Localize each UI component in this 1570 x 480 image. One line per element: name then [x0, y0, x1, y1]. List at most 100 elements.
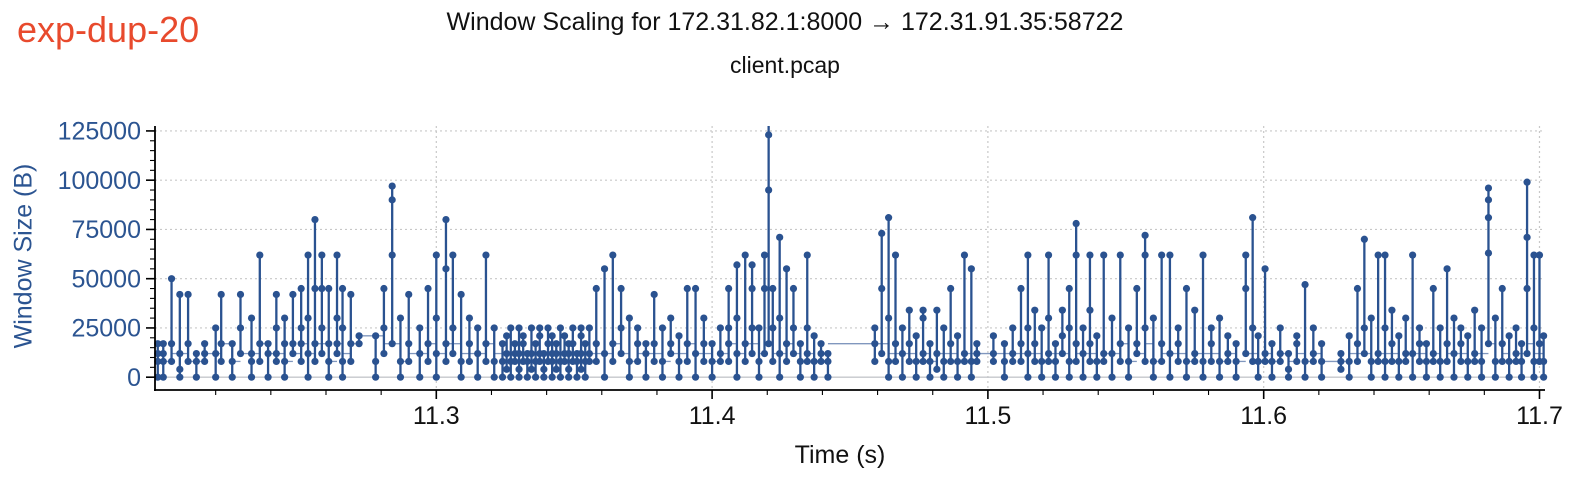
data-point [1093, 373, 1101, 381]
data-point [154, 349, 162, 358]
data-point [1498, 284, 1506, 293]
data-point [318, 349, 326, 358]
data-point [338, 357, 347, 366]
data-point [527, 324, 536, 332]
data-point [1345, 332, 1353, 340]
data-point [708, 340, 716, 348]
data-point [905, 306, 913, 314]
data-point [1024, 373, 1032, 381]
chart-title: Window Scaling for 172.31.82.1:8000 → 17… [446, 8, 1124, 36]
data-point [1450, 314, 1458, 322]
data-point [824, 357, 832, 366]
data-point [1517, 340, 1526, 348]
data-point [1477, 324, 1486, 332]
data-point [297, 284, 305, 293]
data-point [311, 284, 319, 293]
data-point [548, 332, 556, 340]
data-point [442, 340, 450, 348]
data-point [201, 357, 209, 366]
data-point [442, 215, 450, 224]
data-point [1182, 373, 1191, 381]
data-point [885, 357, 893, 366]
data-point [1345, 357, 1353, 366]
data-point [1174, 340, 1182, 348]
data-point [683, 340, 691, 348]
data-point [871, 357, 879, 366]
data-point [1402, 357, 1410, 366]
data-point [289, 349, 297, 358]
data-point [1402, 314, 1410, 322]
data-point [617, 349, 625, 358]
data-point [1199, 373, 1207, 381]
data-point [953, 373, 962, 381]
data-point [796, 340, 804, 348]
data-point [256, 340, 264, 348]
data-points [154, 131, 1548, 381]
data-point [625, 373, 633, 381]
data-point [782, 265, 791, 273]
data-point [803, 324, 811, 332]
data-point [725, 340, 733, 348]
data-point [1530, 357, 1538, 366]
data-point [1293, 357, 1301, 366]
data-point [1388, 340, 1396, 348]
data-point [592, 284, 600, 293]
data-point [256, 251, 264, 259]
data-point [803, 349, 811, 358]
data-point [1345, 373, 1353, 381]
data-point [503, 365, 511, 373]
data-point [1017, 340, 1025, 348]
data-point [1158, 357, 1166, 366]
data-point [527, 349, 536, 358]
data-point [511, 357, 519, 366]
data-point [333, 314, 341, 322]
data-point [154, 373, 162, 381]
data-point [1360, 349, 1368, 358]
data-point [515, 373, 523, 381]
data-point [449, 251, 457, 259]
data-point [1381, 324, 1389, 332]
x-tick-label: 11.4 [689, 402, 736, 430]
data-point [581, 340, 589, 348]
data-point [184, 290, 192, 299]
data-point [281, 314, 289, 322]
data-point [424, 284, 432, 293]
data-point [1207, 324, 1215, 332]
data-point [1141, 357, 1149, 366]
y-tick-label: 100000 [58, 167, 141, 195]
data-point [1051, 340, 1060, 348]
data-point [953, 332, 962, 340]
data-point [372, 373, 380, 381]
data-point [519, 340, 527, 348]
data-point [1293, 332, 1301, 340]
data-point [716, 324, 724, 332]
data-point [658, 324, 667, 332]
data-point [1530, 373, 1538, 381]
data-point [355, 340, 363, 348]
x-tick-label: 11.6 [1240, 402, 1287, 430]
data-point [1261, 349, 1269, 358]
data-point [733, 261, 741, 269]
data-point [347, 290, 355, 299]
data-point [577, 324, 585, 332]
data-point [523, 357, 531, 366]
data-point [1086, 340, 1094, 348]
data-point [503, 349, 511, 358]
data-point [960, 357, 969, 366]
data-point [311, 215, 319, 224]
data-point [442, 265, 450, 273]
data-point [577, 365, 585, 373]
data-point [940, 357, 948, 366]
data-point [548, 357, 556, 366]
data-point [1249, 357, 1257, 366]
data-point [1100, 251, 1108, 259]
data-point [748, 324, 756, 332]
data-point [947, 340, 955, 348]
data-point [507, 373, 515, 381]
data-point [634, 340, 642, 348]
data-point [1374, 251, 1382, 259]
data-point [1409, 349, 1417, 358]
data-point [1174, 324, 1182, 332]
data-point [498, 340, 507, 348]
data-point [989, 357, 998, 366]
